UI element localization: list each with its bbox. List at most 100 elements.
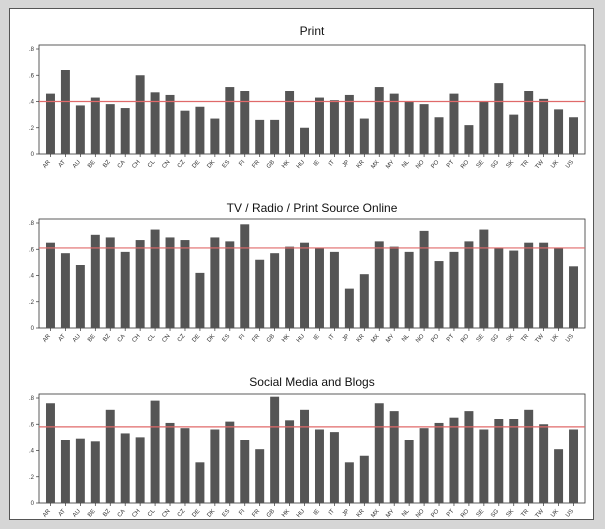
x-tick-label: MY [385, 333, 395, 344]
bar-AR [45, 403, 55, 503]
x-tick-label: DK [206, 333, 216, 343]
bar-CL [150, 229, 160, 328]
bar-AT [60, 253, 70, 328]
bar-SG [494, 83, 504, 154]
bar-NO [419, 428, 429, 503]
x-tick-label: CN [161, 333, 171, 343]
bar-PO [434, 422, 444, 503]
bar-DE [195, 462, 205, 503]
bar-SK [509, 250, 519, 328]
x-tick-label: NL [401, 508, 411, 518]
x-tick-label: PO [430, 159, 440, 170]
x-tick-label: UK [550, 508, 560, 518]
figure-frame: Print 0 .2 .4 .6 .8 AR AT AU BE BZ CA CH CL CN CZ DE DK ES… [9, 8, 594, 520]
y-tick-label: .8 [29, 396, 35, 402]
bar-FI [240, 440, 250, 503]
chart-title: Social Media and Blogs [249, 375, 374, 389]
x-tick-label: JP [342, 159, 351, 168]
x-tick-label: HK [281, 159, 291, 169]
y-tick-label: .6 [29, 247, 35, 253]
x-tick-label: PO [430, 508, 440, 519]
bar-TW [539, 242, 549, 328]
x-tick-label: SK [506, 333, 516, 343]
x-tick-label: CH [132, 159, 142, 169]
bar-MX [374, 403, 384, 503]
x-tick-label: TR [520, 508, 530, 518]
x-tick-label: TR [520, 333, 530, 343]
x-tick-label: CA [117, 159, 127, 169]
x-tick-label: AT [58, 508, 67, 518]
bar-CZ [180, 110, 190, 154]
x-tick-label: SK [506, 508, 516, 518]
bar-US [569, 117, 579, 154]
bar-PO [434, 261, 444, 328]
bar-UK [554, 247, 564, 328]
bar-SG [494, 419, 504, 503]
bar-GB [270, 119, 280, 154]
x-tick-label: TW [535, 508, 546, 519]
x-tick-label: KR [356, 333, 366, 344]
x-tick-label: FR [251, 159, 261, 169]
bar-PO [434, 117, 444, 154]
bar-ES [225, 421, 235, 503]
x-tick-label: CH [132, 508, 142, 518]
x-tick-label: ES [222, 159, 232, 169]
bar-CH [135, 240, 145, 328]
x-tick-label: DE [191, 159, 201, 169]
bar-IE [314, 429, 324, 503]
x-tick-label: AU [72, 159, 82, 169]
bar-BE [90, 97, 100, 154]
x-tick-label: NL [401, 159, 411, 169]
y-tick-label: .8 [29, 47, 35, 53]
bar-GB [270, 396, 280, 503]
x-tick-label: BE [87, 508, 97, 518]
bar-NO [419, 104, 429, 154]
bar-BZ [105, 104, 115, 154]
bar-HU [300, 242, 310, 328]
x-tick-label: IT [328, 159, 336, 167]
x-tick-label: SE [476, 333, 486, 343]
bar-FR [255, 119, 265, 154]
x-tick-label: MY [385, 159, 395, 170]
bar-CZ [180, 240, 190, 328]
plot-area [38, 218, 586, 329]
x-tick-label: CA [117, 333, 127, 343]
y-tick-label: .8 [29, 221, 35, 227]
bar-TR [524, 409, 534, 503]
y-tick-label: .4 [29, 274, 35, 280]
x-tick-label: RO [460, 508, 471, 519]
bar-TW [539, 424, 549, 503]
bar-US [569, 266, 579, 328]
x-tick-label: NO [415, 159, 426, 170]
x-tick-label: FR [251, 333, 261, 343]
x-tick-label: DE [191, 333, 201, 343]
bar-AU [75, 265, 85, 328]
bar-RO [464, 241, 474, 328]
bar-MY [389, 93, 399, 154]
bar-CZ [180, 428, 190, 503]
x-tick-label: PO [430, 333, 440, 344]
bar-MX [374, 241, 384, 328]
bar-GB [270, 253, 280, 328]
x-tick-label: GB [266, 333, 276, 343]
bar-TW [539, 98, 549, 154]
bar-DE [195, 106, 205, 154]
y-tick-label: .2 [29, 475, 35, 481]
x-tick-label: BZ [102, 333, 112, 343]
bar-BE [90, 441, 100, 503]
x-tick-label: FR [251, 508, 261, 518]
x-tick-label: TW [535, 333, 546, 344]
y-tick-label: .6 [29, 73, 35, 79]
bar-UK [554, 449, 564, 503]
bar-US [569, 429, 579, 503]
x-tick-label: KR [356, 159, 366, 170]
y-tick-label: .4 [29, 449, 35, 455]
chart-panel-1: Print 0 .2 .4 .6 .8 AR AT AU BE BZ CA CH CL CN CZ DE DK ES… [29, 24, 586, 170]
bar-ES [225, 241, 235, 328]
x-tick-label: AR [42, 333, 52, 344]
x-tick-label: CZ [177, 508, 187, 518]
bar-NO [419, 230, 429, 328]
bar-HU [300, 127, 310, 154]
x-tick-label: IT [328, 333, 336, 341]
x-tick-label: CN [161, 159, 171, 169]
